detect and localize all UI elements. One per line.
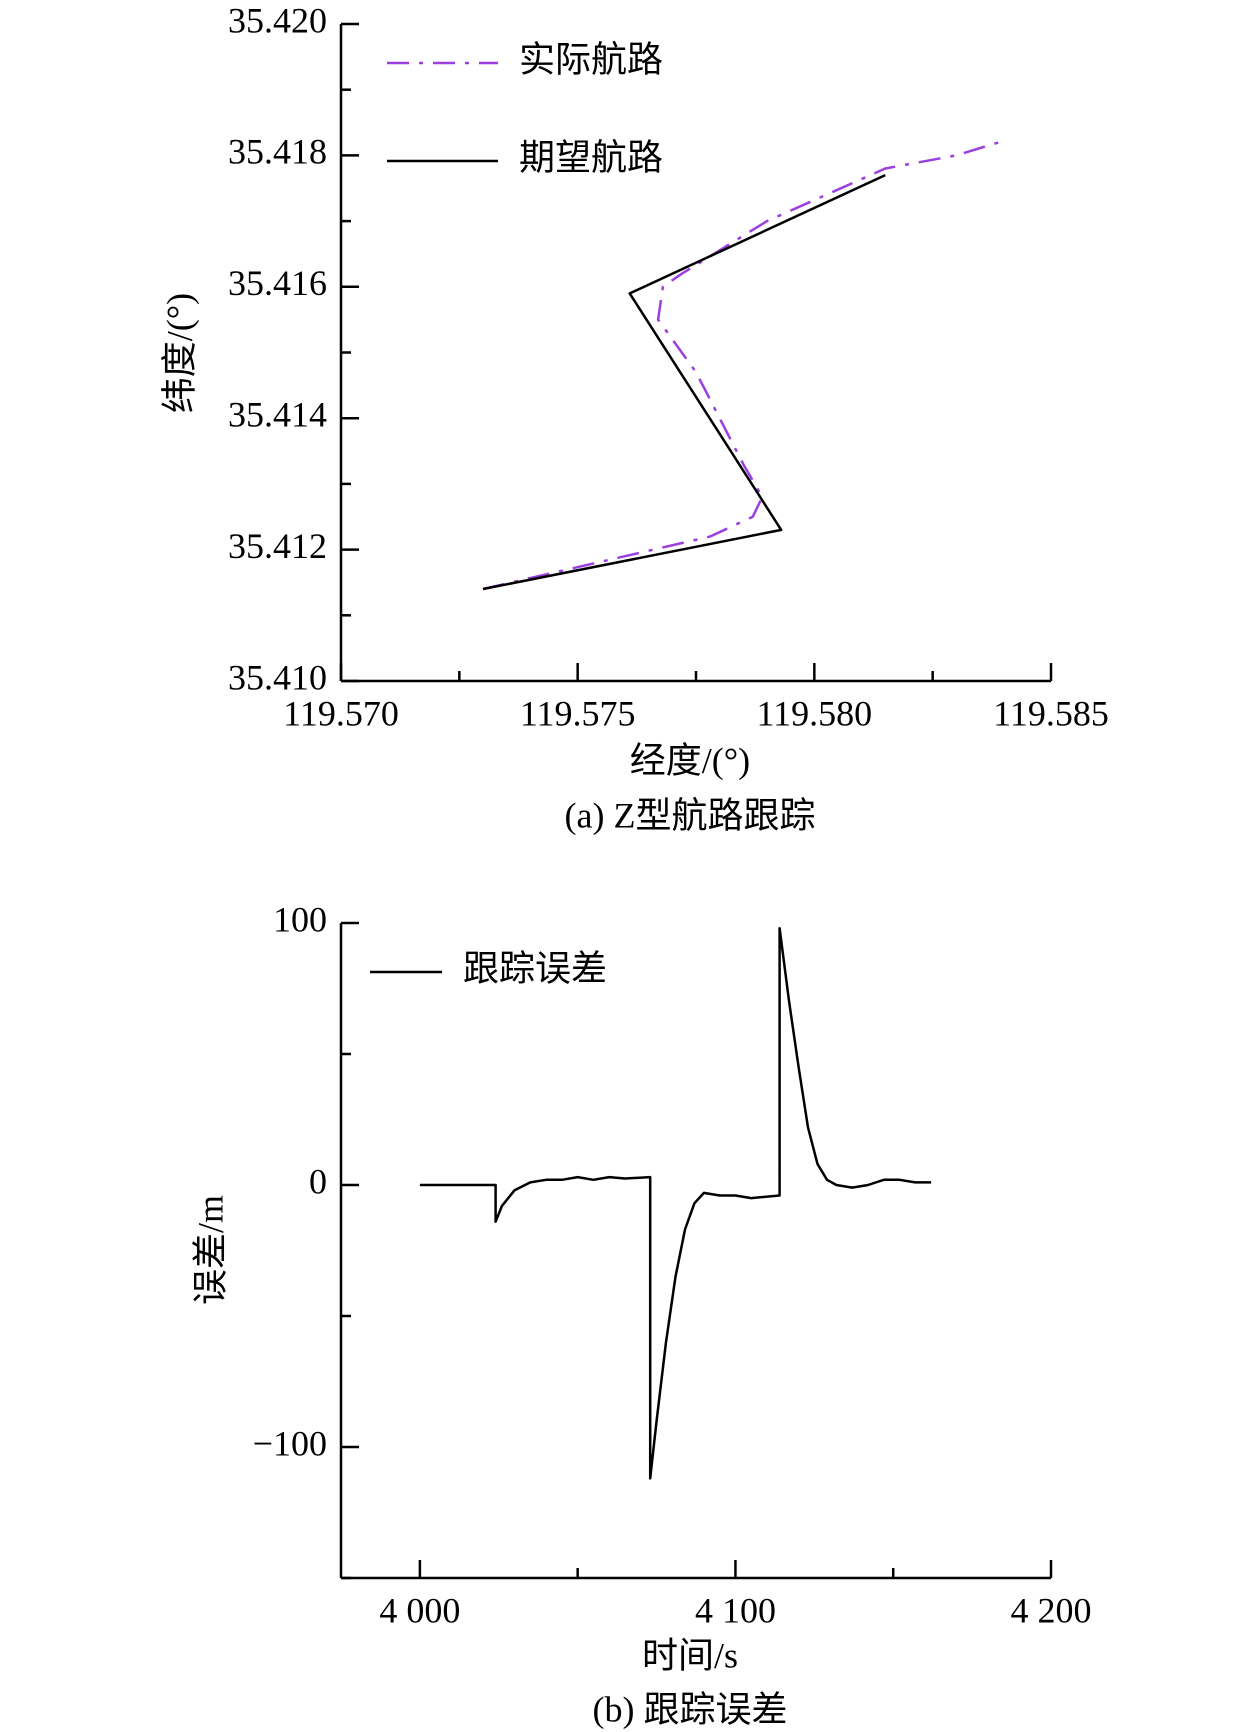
x-tick-label: 119.575	[520, 693, 636, 733]
legend-label: 实际航路	[519, 39, 663, 79]
y-tick-label: 35.410	[228, 657, 327, 697]
series-line	[419, 926, 932, 1480]
x-tick-label: 4 200	[1011, 1590, 1092, 1630]
y-tick-label: 35.412	[228, 526, 327, 566]
y-tick-label: 35.420	[228, 0, 327, 40]
x-axis-label: 时间/s	[642, 1635, 738, 1675]
y-tick-label: 35.414	[228, 394, 327, 434]
x-tick-label: 119.570	[283, 693, 399, 733]
y-tick-label: 35.418	[228, 132, 327, 172]
x-axis-label: 经度/(°)	[630, 740, 750, 780]
y-tick-label: 35.416	[228, 263, 327, 303]
series-line	[482, 173, 886, 591]
x-tick-label: 4 100	[695, 1590, 776, 1630]
x-tick-label: 4 000	[379, 1590, 460, 1630]
y-axis-label: 误差/m	[190, 1195, 230, 1305]
y-axis-label: 纬度/(°)	[159, 293, 199, 413]
y-tick-label: 0	[309, 1161, 327, 1201]
y-tick-label: −100	[253, 1423, 327, 1463]
x-tick-label: 119.580	[756, 693, 872, 733]
series-line	[482, 141, 1000, 591]
chart-title: (b) 跟踪误差	[593, 1689, 788, 1729]
x-tick-label: 119.585	[993, 693, 1109, 733]
legend-label: 期望航路	[519, 137, 663, 177]
chart-title: (a) Z型航路跟踪	[565, 795, 816, 835]
legend-label: 跟踪误差	[463, 948, 607, 988]
y-tick-label: 100	[273, 899, 327, 939]
